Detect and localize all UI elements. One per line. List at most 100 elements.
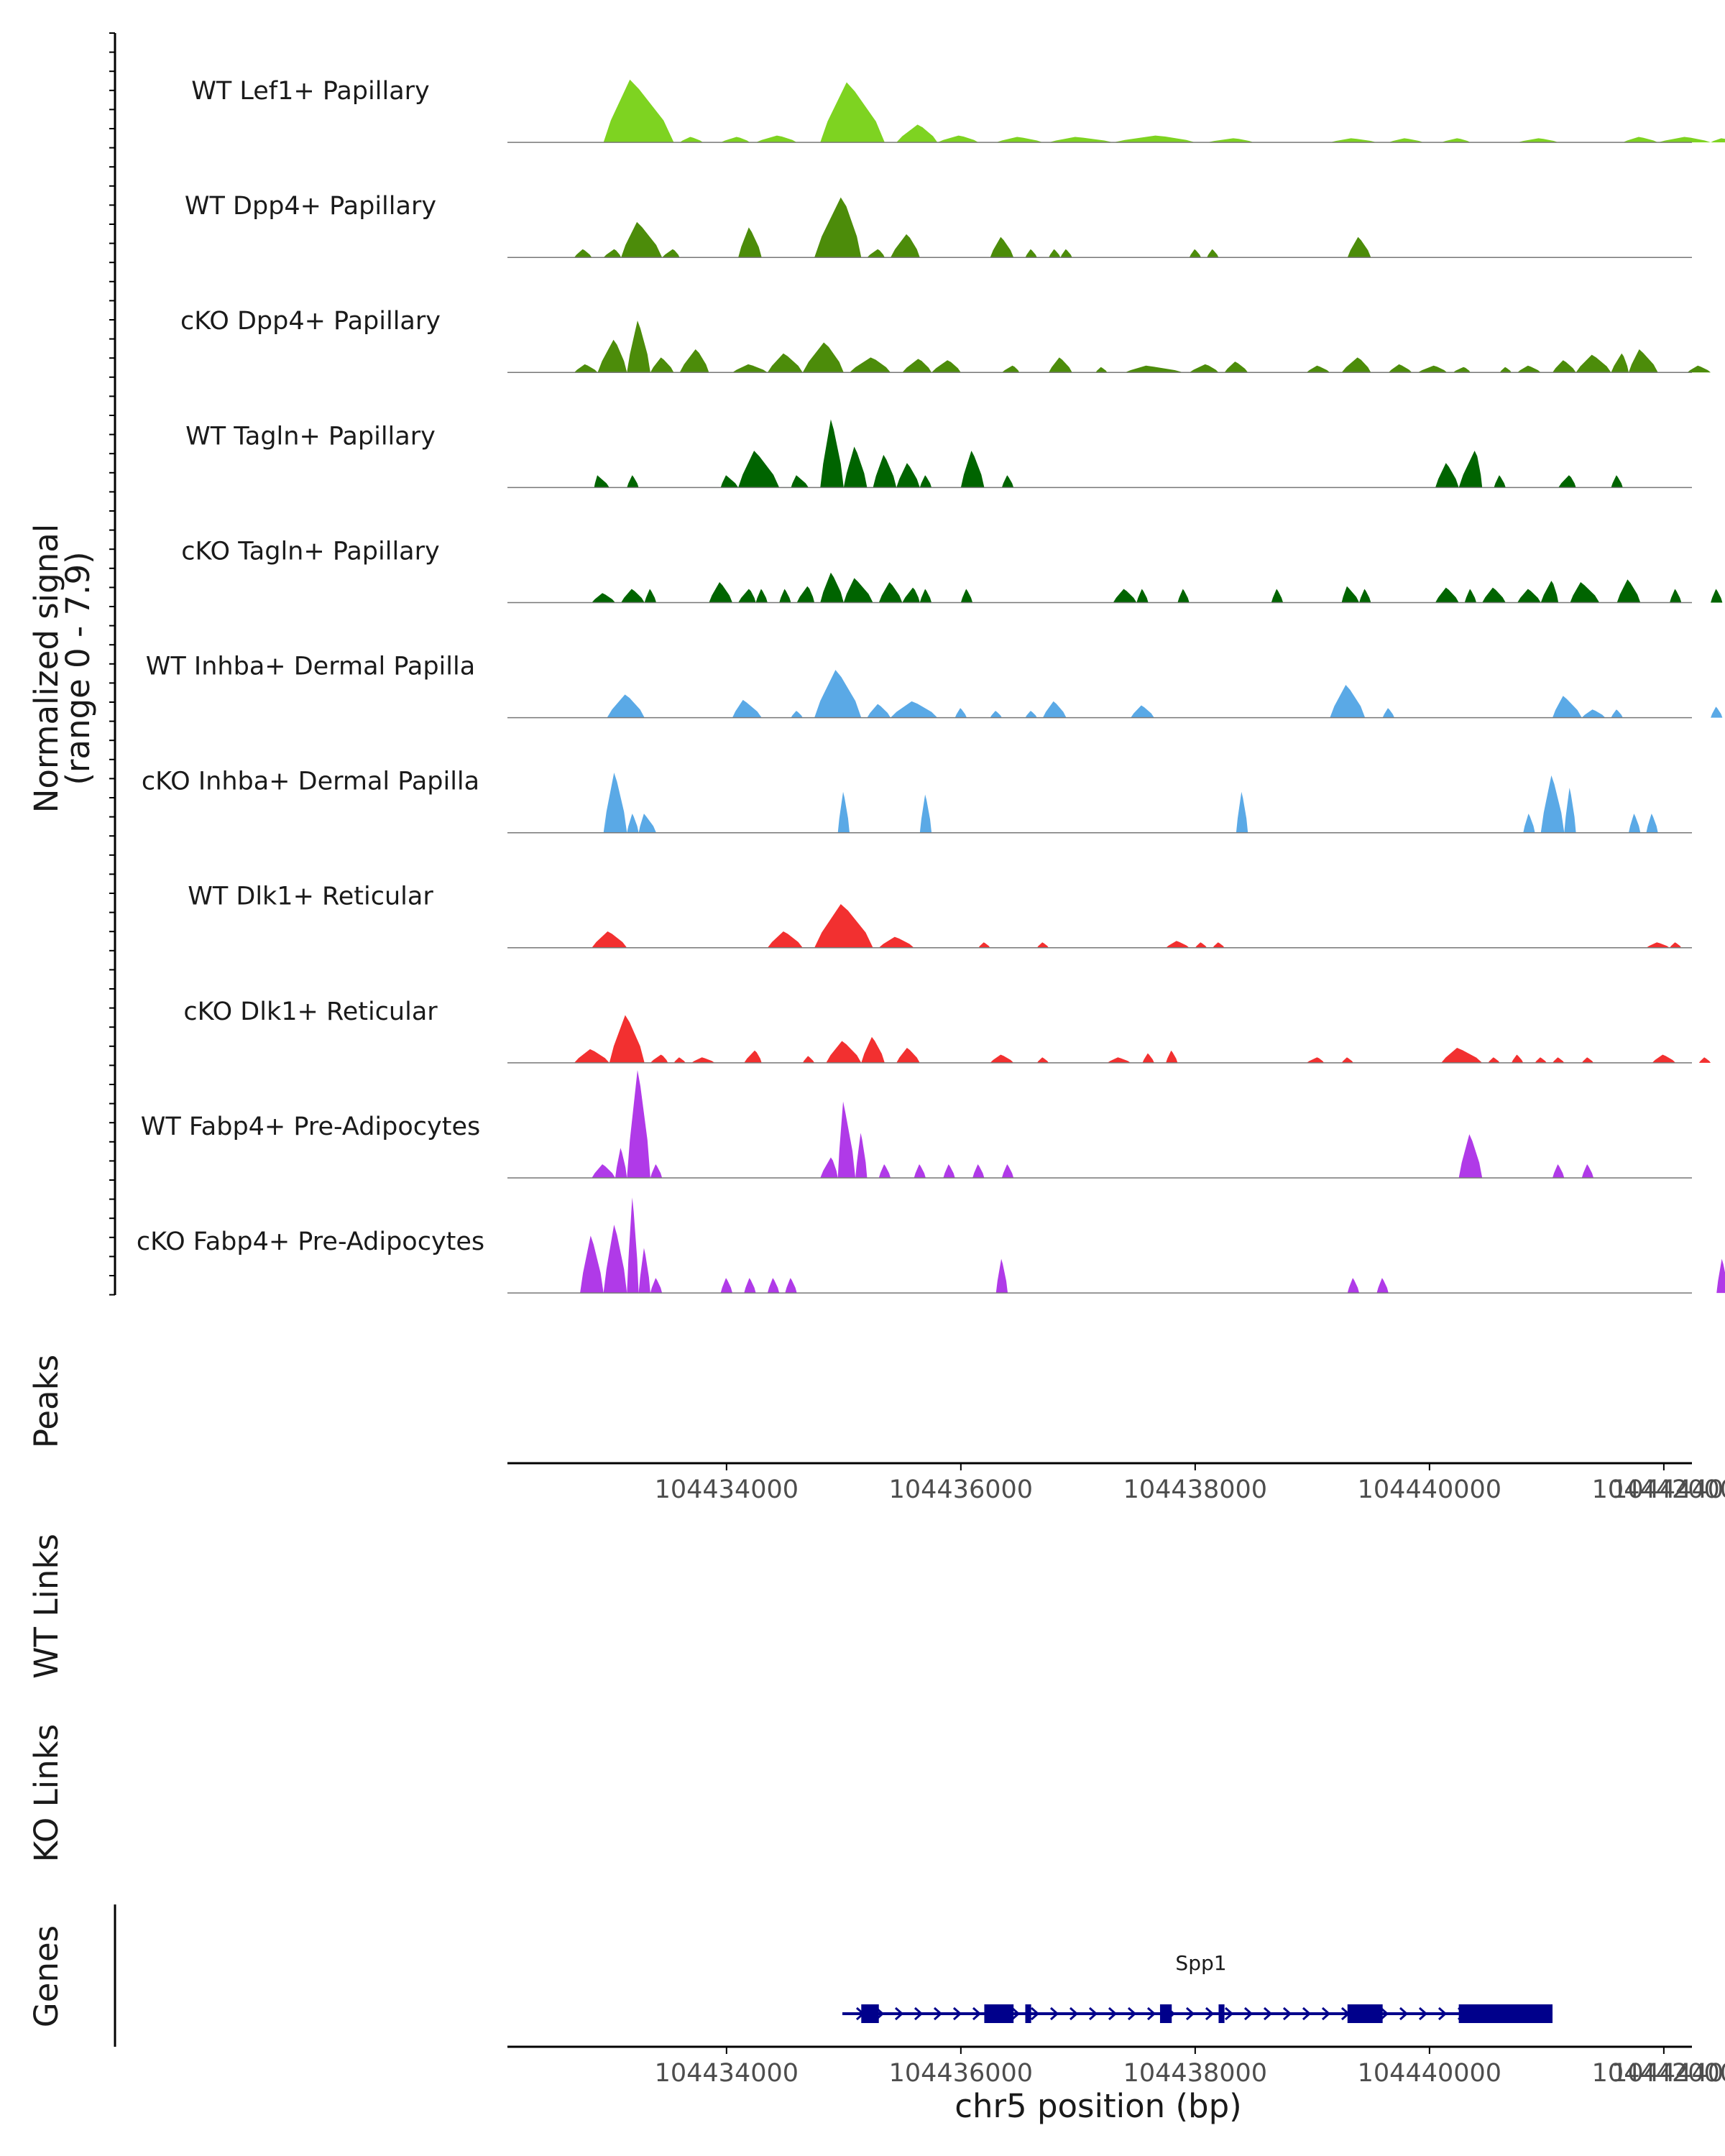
signal-peak [650, 1278, 663, 1294]
signal-peak [1611, 475, 1623, 488]
signal-peak [990, 711, 1002, 718]
signal-peak [673, 1057, 686, 1063]
signal-peak [1499, 367, 1512, 373]
signal-peak [720, 1278, 732, 1294]
strand-arrow [1127, 2007, 1137, 2021]
signal-peak [861, 1036, 885, 1063]
signal-peak [943, 1164, 955, 1178]
signal-peak [1716, 1258, 1725, 1294]
strand-arrow [914, 2007, 924, 2021]
signal-peak [1125, 365, 1184, 373]
x-tick-label: 104440000 [1358, 2059, 1501, 2088]
signal-peak [679, 137, 704, 143]
signal-peak [1581, 709, 1606, 718]
wt-links-panel-title: WT Links [27, 1534, 65, 1679]
signal-peak [1517, 589, 1541, 603]
signal-peak [1628, 349, 1658, 373]
signal-peak [627, 1197, 639, 1294]
signal-peak [1224, 361, 1248, 373]
signal-peak [594, 475, 610, 488]
signal-peak [937, 135, 979, 143]
signal-peak [867, 249, 885, 258]
signal-peak [891, 701, 938, 718]
signal-peak [1698, 1057, 1711, 1063]
signal-track: cKO Inhba+ Dermal Papilla [142, 768, 1692, 834]
gene-label: Spp1 [1175, 1951, 1226, 1975]
signal-peak [1207, 249, 1219, 258]
strand-arrow [1302, 2007, 1312, 2021]
signal-peak [650, 357, 674, 373]
signal-peak [767, 353, 803, 373]
signal-peak [1341, 357, 1371, 373]
signal-peak [1001, 475, 1014, 488]
signal-peak [820, 572, 844, 603]
signal-peak [1657, 137, 1711, 143]
signal-peak [896, 124, 938, 143]
signal-peak [691, 1057, 715, 1063]
signal-peak [1611, 709, 1623, 718]
signal-peak [1382, 708, 1394, 718]
signal-peak [1376, 1278, 1389, 1294]
signal-peak [1711, 589, 1723, 603]
strand-arrow [1282, 2007, 1292, 2021]
signal-peak [609, 1015, 645, 1063]
signal-peak [744, 1278, 756, 1294]
signal-peak [1306, 365, 1330, 373]
track-label: WT Tagln+ Papillary [185, 422, 436, 451]
signal-peak [738, 589, 756, 603]
signal-peak [791, 711, 803, 718]
signal-peak [603, 773, 627, 833]
signal-track: WT Fabp4+ Pre-Adipocytes [141, 1070, 1692, 1179]
strand-arrow [1011, 2007, 1021, 2021]
signal-peak [720, 137, 750, 143]
strand-arrow [1088, 2007, 1098, 2021]
signal-peak [779, 589, 791, 603]
signal-peak [1417, 365, 1448, 373]
signal-peak [1025, 249, 1037, 258]
signal-peak [592, 931, 627, 948]
gene-exon [1347, 2004, 1383, 2023]
signal-peak [1494, 475, 1506, 488]
signal-peak [814, 670, 862, 718]
signal-peak [1435, 587, 1459, 603]
signal-track: WT Tagln+ Papillary [185, 419, 1692, 489]
signal-peak [1136, 589, 1149, 603]
signal-peak [1025, 711, 1037, 718]
signal-peak [826, 1041, 862, 1063]
signal-peak [855, 1133, 868, 1178]
signal-peak [1488, 1057, 1500, 1063]
signal-peak [820, 1157, 838, 1178]
signal-peak [1670, 942, 1682, 948]
signal-peak [1552, 1164, 1565, 1178]
signal-peak [1711, 138, 1725, 143]
signal-track: WT Lef1+ Papillary [191, 77, 1725, 143]
signal-peak [574, 364, 598, 373]
signal-peak [791, 475, 809, 488]
signal-peak [919, 589, 932, 603]
signal-tracks: WT Lef1+ Papillary WT Dpp4+ Papillary cKO … [137, 77, 1725, 1294]
x-tick-label: 104442000 [1592, 1475, 1725, 1504]
x-tick-label: 104434000 [655, 1475, 799, 1504]
x-axis-top: 104434000 104436000 104438000 104440000 1044… [507, 1462, 1725, 1504]
signal-peak [867, 704, 891, 718]
signal-track: cKO Dpp4+ Papillary [180, 307, 1711, 374]
signal-peak [1341, 586, 1360, 603]
signal-peak [738, 227, 762, 258]
signal-peak [1306, 1057, 1325, 1063]
gene-exon [1025, 2004, 1031, 2023]
signal-peak [1558, 475, 1576, 488]
signal-peak [720, 475, 739, 488]
signal-peak [1517, 365, 1541, 373]
signal-peak [597, 339, 627, 373]
strand-arrow [1243, 2007, 1254, 2021]
signal-peak [1195, 942, 1208, 948]
signal-peak [878, 1164, 891, 1178]
signal-peak [767, 931, 803, 948]
track-label: cKO Fabp4+ Pre-Adipocytes [137, 1227, 484, 1256]
signal-peak [1271, 589, 1284, 603]
signal-peak [621, 221, 663, 258]
signal-peak [990, 1054, 1014, 1063]
strand-arrow [1399, 2007, 1409, 2021]
signal-peak [932, 360, 961, 373]
signal-peak [960, 589, 973, 603]
